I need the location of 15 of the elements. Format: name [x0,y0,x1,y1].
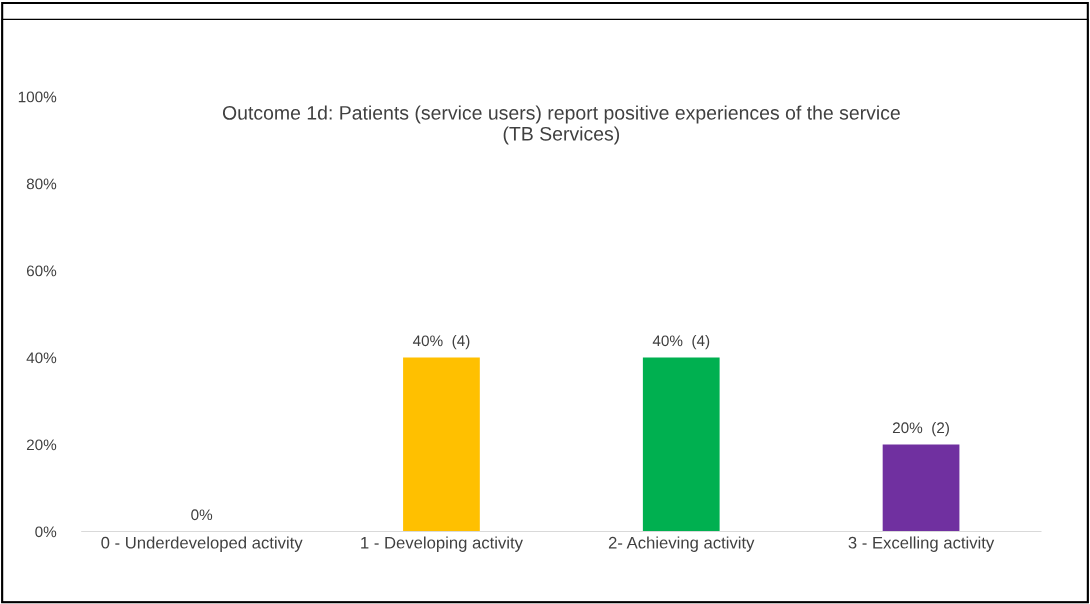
data-label: 40% (4) [652,334,710,350]
x-tick-label: 0 - Underdeveloped activity [101,536,303,552]
x-tick-label: 2- Achieving activity [608,536,755,552]
y-tick-label: 60% [26,265,57,277]
y-tick-label: 40% [26,352,57,364]
text: Outcome 1d: Patients (service users) report positive experiences of the service (TB Services) [222,105,900,145]
data-label: 40% (4) [412,334,470,350]
y-tick-label: 20% [26,439,57,451]
data-label: 0% [191,509,213,521]
x-tick-label: 1 - Developing activity [361,536,523,552]
y-tick-label: 0% [35,526,57,538]
x-tick-label: 3 - Excelling activity [848,536,995,552]
data-label: 20% (2) [892,421,949,437]
y-tick-label: 100% [18,91,57,103]
y-tick-label: 80% [26,178,57,190]
